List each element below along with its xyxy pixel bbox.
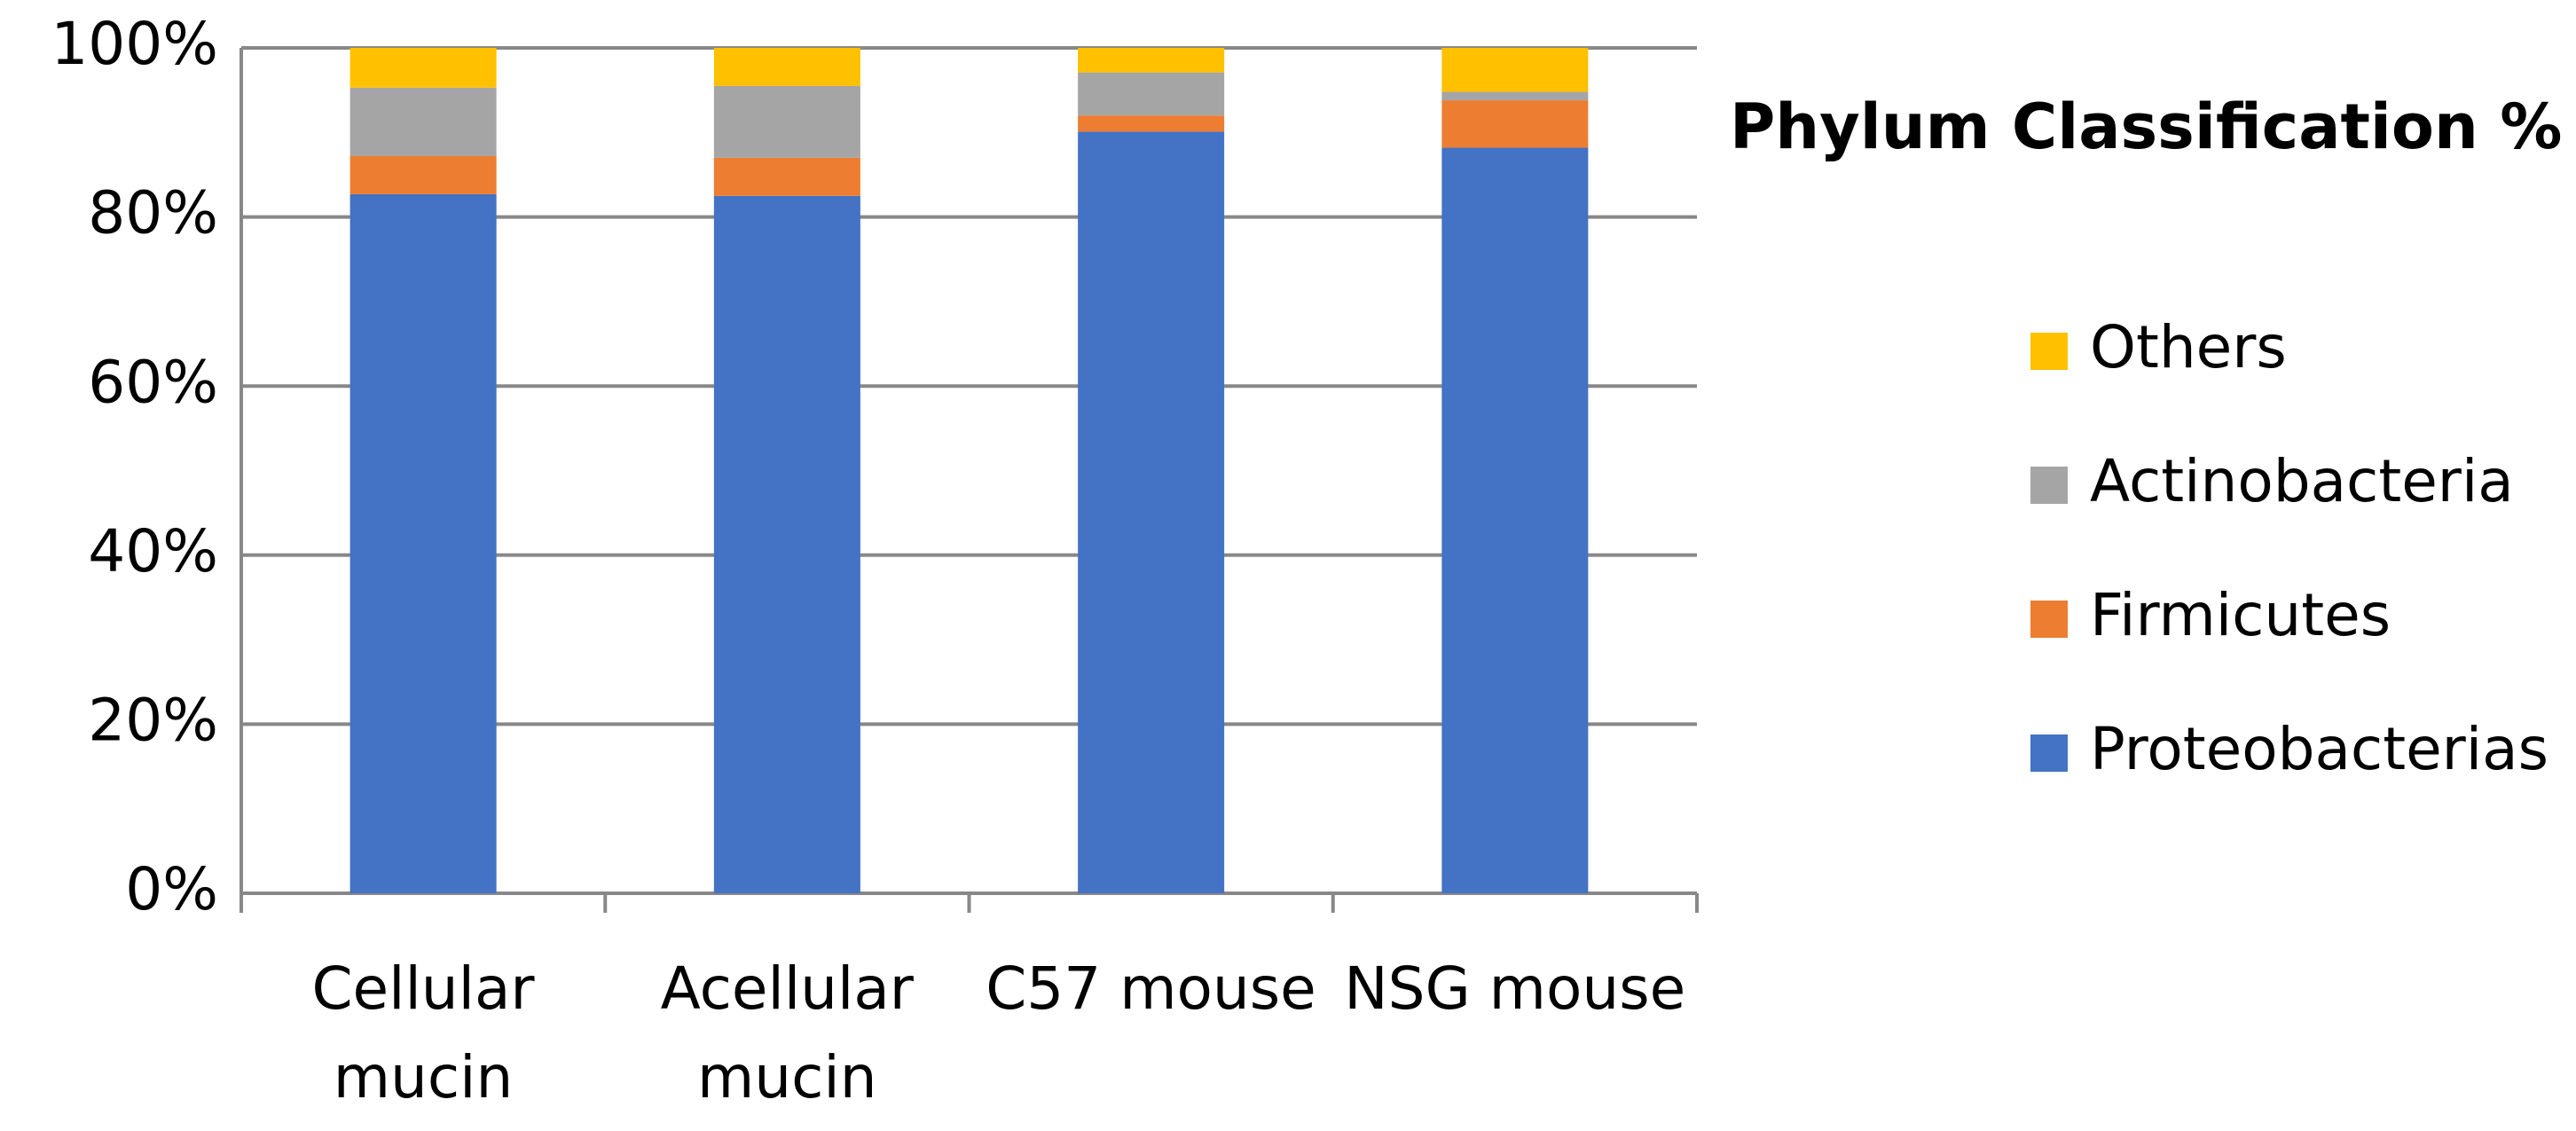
legend-label: Others <box>2090 313 2287 381</box>
y-tick-label: 60% <box>88 348 218 416</box>
bar-segment <box>713 48 860 86</box>
x-tick-label: Cellular mucin <box>311 954 535 1111</box>
legend-label: Proteobacterias <box>2090 715 2549 783</box>
bar-segment <box>349 87 497 156</box>
x-tick-label: Acellular mucin <box>660 954 914 1111</box>
y-tick-label: 80% <box>88 179 218 247</box>
bar-segment <box>713 85 860 158</box>
y-tick-label: 20% <box>88 686 218 754</box>
legend-swatch <box>2030 467 2068 504</box>
legend-swatch <box>2030 734 2068 772</box>
x-tick-label: NSG mouse <box>1344 954 1686 1023</box>
x-tick-label: C57 mouse <box>986 954 1316 1023</box>
bar-segment <box>1441 91 1589 101</box>
bar-segment <box>713 195 860 893</box>
legend-swatch <box>2030 601 2068 638</box>
y-tick-label: 100% <box>51 10 218 78</box>
bar-segment <box>349 155 497 194</box>
bar-segment <box>713 157 860 196</box>
bar-segment <box>1441 147 1589 894</box>
bar-segment <box>1078 131 1225 894</box>
bar-segment <box>1078 48 1225 73</box>
bar-segment <box>1441 100 1589 148</box>
y-tick-label: 40% <box>88 517 218 585</box>
bar-segment <box>349 193 497 893</box>
bar-segment <box>1078 72 1225 116</box>
bar-segment <box>1441 48 1589 92</box>
bar-segment <box>1078 115 1225 132</box>
chart-title: Phylum Classification % <box>1730 90 2562 163</box>
legend-swatch <box>2030 333 2068 370</box>
legend-label: Firmicutes <box>2090 581 2391 649</box>
bar-segment <box>349 48 497 88</box>
y-tick-label: 0% <box>125 855 218 923</box>
legend-label: Actinobacteria <box>2090 447 2514 515</box>
